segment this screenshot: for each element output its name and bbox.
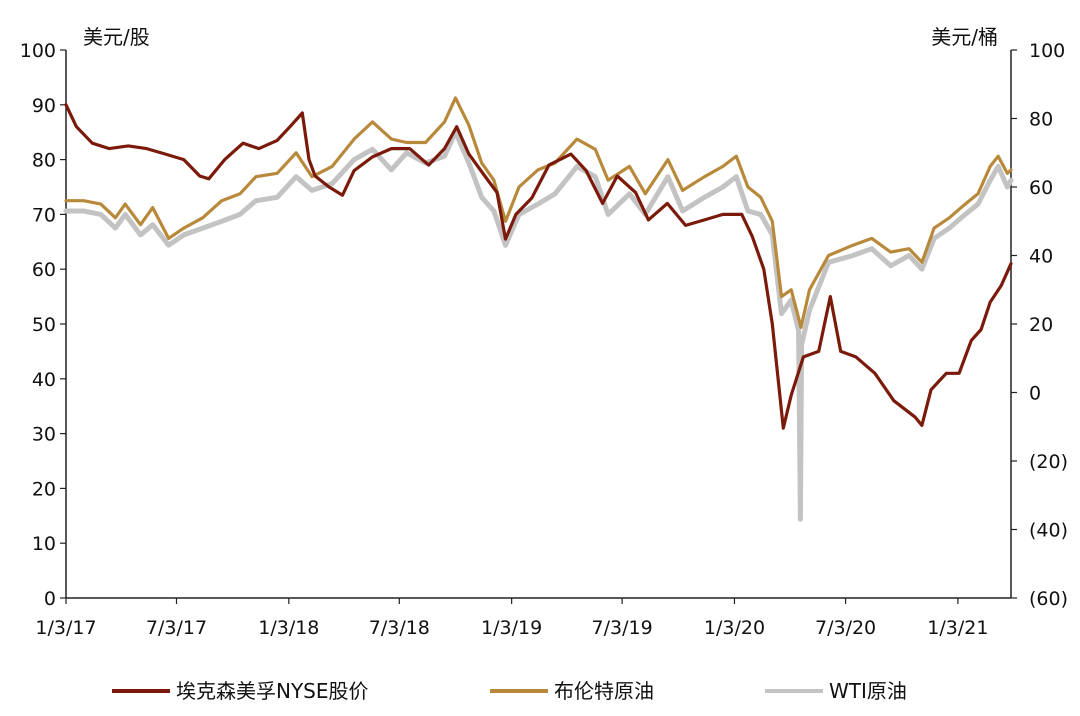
legend-label: WTI原油 [829,679,907,703]
left-tick-label: 50 [32,314,56,336]
right-tick-label: (60) [1029,588,1068,610]
series-line-2 [63,129,1014,522]
legend-label: 布伦特原油 [554,679,654,703]
x-tick-label: 1/3/17 [35,617,96,639]
legend-label: 埃克森美孚NYSE股价 [176,679,369,703]
right-tick-label: (20) [1029,451,1068,473]
x-tick-label: 7/3/18 [369,617,430,639]
legend: 埃克森美孚NYSE股价 布伦特原油 WTI原油 [112,679,907,703]
series-line-1 [64,96,1013,329]
x-tick-label: 1/3/18 [258,617,319,639]
left-tick-label: 100 [20,40,56,62]
x-tick-label: 1/3/20 [704,617,765,639]
right-tick-label: 60 [1029,177,1053,199]
right-tick-label: 20 [1029,314,1053,336]
right-tick-label: 40 [1029,246,1053,268]
right-axis-unit: 美元/桶 [931,25,998,49]
x-tick-label: 1/3/21 [927,617,988,639]
left-tick-label: 60 [32,259,56,281]
right-tick-label: (40) [1029,520,1068,542]
left-tick-label: 90 [32,95,56,117]
axes: 0 10 20 30 40 50 60 70 80 90 100 (60) (40) (20) 0 20 40 6… [20,40,1068,639]
left-axis-unit: 美元/股 [83,25,150,49]
right-tick-label: 100 [1029,40,1065,62]
left-tick-label: 80 [32,150,56,172]
left-tick-label: 10 [32,533,56,555]
left-tick-label: 70 [32,204,56,226]
x-tick-label: 7/3/17 [146,617,207,639]
series-layer [63,96,1014,522]
left-tick-label: 20 [32,478,56,500]
right-tick-label: 80 [1029,109,1053,131]
series-line-0 [64,103,1013,430]
x-tick-label: 7/3/19 [592,617,653,639]
x-tick-label: 7/3/20 [815,617,876,639]
left-tick-label: 40 [32,369,56,391]
x-tick-label: 1/3/19 [481,617,542,639]
left-tick-label: 30 [32,424,56,446]
right-tick-label: 0 [1029,383,1041,405]
left-tick-label: 0 [44,588,56,610]
